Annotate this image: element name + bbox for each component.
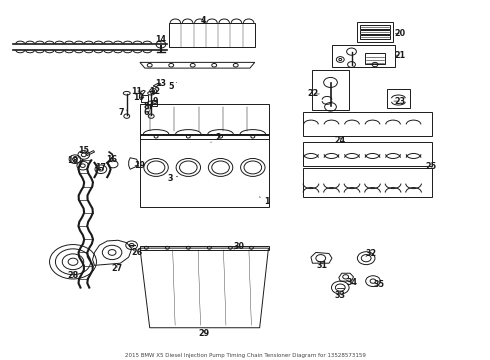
Bar: [360, 26, 390, 29]
Bar: [360, 31, 390, 34]
Text: 32: 32: [366, 249, 377, 258]
Text: 20: 20: [395, 29, 406, 38]
Text: 35: 35: [374, 280, 385, 289]
Text: 3: 3: [168, 174, 177, 183]
Text: 26: 26: [131, 248, 142, 257]
Bar: [140, 135, 270, 207]
Text: 21: 21: [395, 51, 406, 60]
Text: 15: 15: [78, 146, 89, 155]
Text: 33: 33: [335, 291, 346, 300]
Bar: [140, 134, 270, 139]
Text: 2: 2: [211, 133, 221, 142]
Text: 7: 7: [118, 108, 127, 117]
Text: 24: 24: [335, 136, 346, 145]
Bar: [169, 23, 255, 47]
Text: 31: 31: [317, 261, 328, 270]
Text: 12: 12: [149, 86, 161, 95]
Text: 14: 14: [155, 35, 167, 44]
Text: 9: 9: [152, 97, 158, 106]
Bar: [313, 70, 349, 110]
Text: 19: 19: [134, 161, 146, 170]
Text: 4: 4: [201, 16, 206, 25]
Text: 16: 16: [107, 155, 118, 164]
Bar: [303, 112, 432, 136]
Text: 6: 6: [144, 108, 150, 117]
Text: 25: 25: [422, 162, 436, 171]
Text: 17: 17: [96, 163, 106, 172]
Bar: [140, 104, 270, 134]
Text: 18: 18: [68, 156, 78, 165]
Bar: [152, 100, 157, 106]
Bar: [140, 246, 270, 250]
Bar: [365, 53, 385, 64]
Text: 29: 29: [198, 329, 209, 338]
Bar: [387, 89, 410, 108]
Text: 5: 5: [168, 82, 176, 91]
Text: 22: 22: [308, 89, 319, 98]
Bar: [303, 142, 432, 166]
Bar: [357, 22, 392, 42]
Text: 10: 10: [133, 93, 145, 102]
Bar: [360, 36, 390, 39]
Text: 23: 23: [394, 96, 406, 105]
Text: 28: 28: [68, 270, 78, 279]
Text: 2015 BMW X5 Diesel Injection Pump Timing Chain Tensioner Diagram for 13528573159: 2015 BMW X5 Diesel Injection Pump Timing…: [124, 352, 366, 357]
Text: 34: 34: [346, 278, 357, 287]
Bar: [303, 168, 432, 197]
Text: 13: 13: [155, 80, 167, 89]
Text: 8: 8: [144, 102, 150, 111]
Text: 30: 30: [234, 242, 245, 251]
Text: 1: 1: [259, 197, 270, 206]
Text: 11: 11: [131, 86, 142, 95]
Text: 27: 27: [111, 265, 122, 274]
Bar: [332, 45, 395, 67]
Bar: [142, 95, 148, 102]
